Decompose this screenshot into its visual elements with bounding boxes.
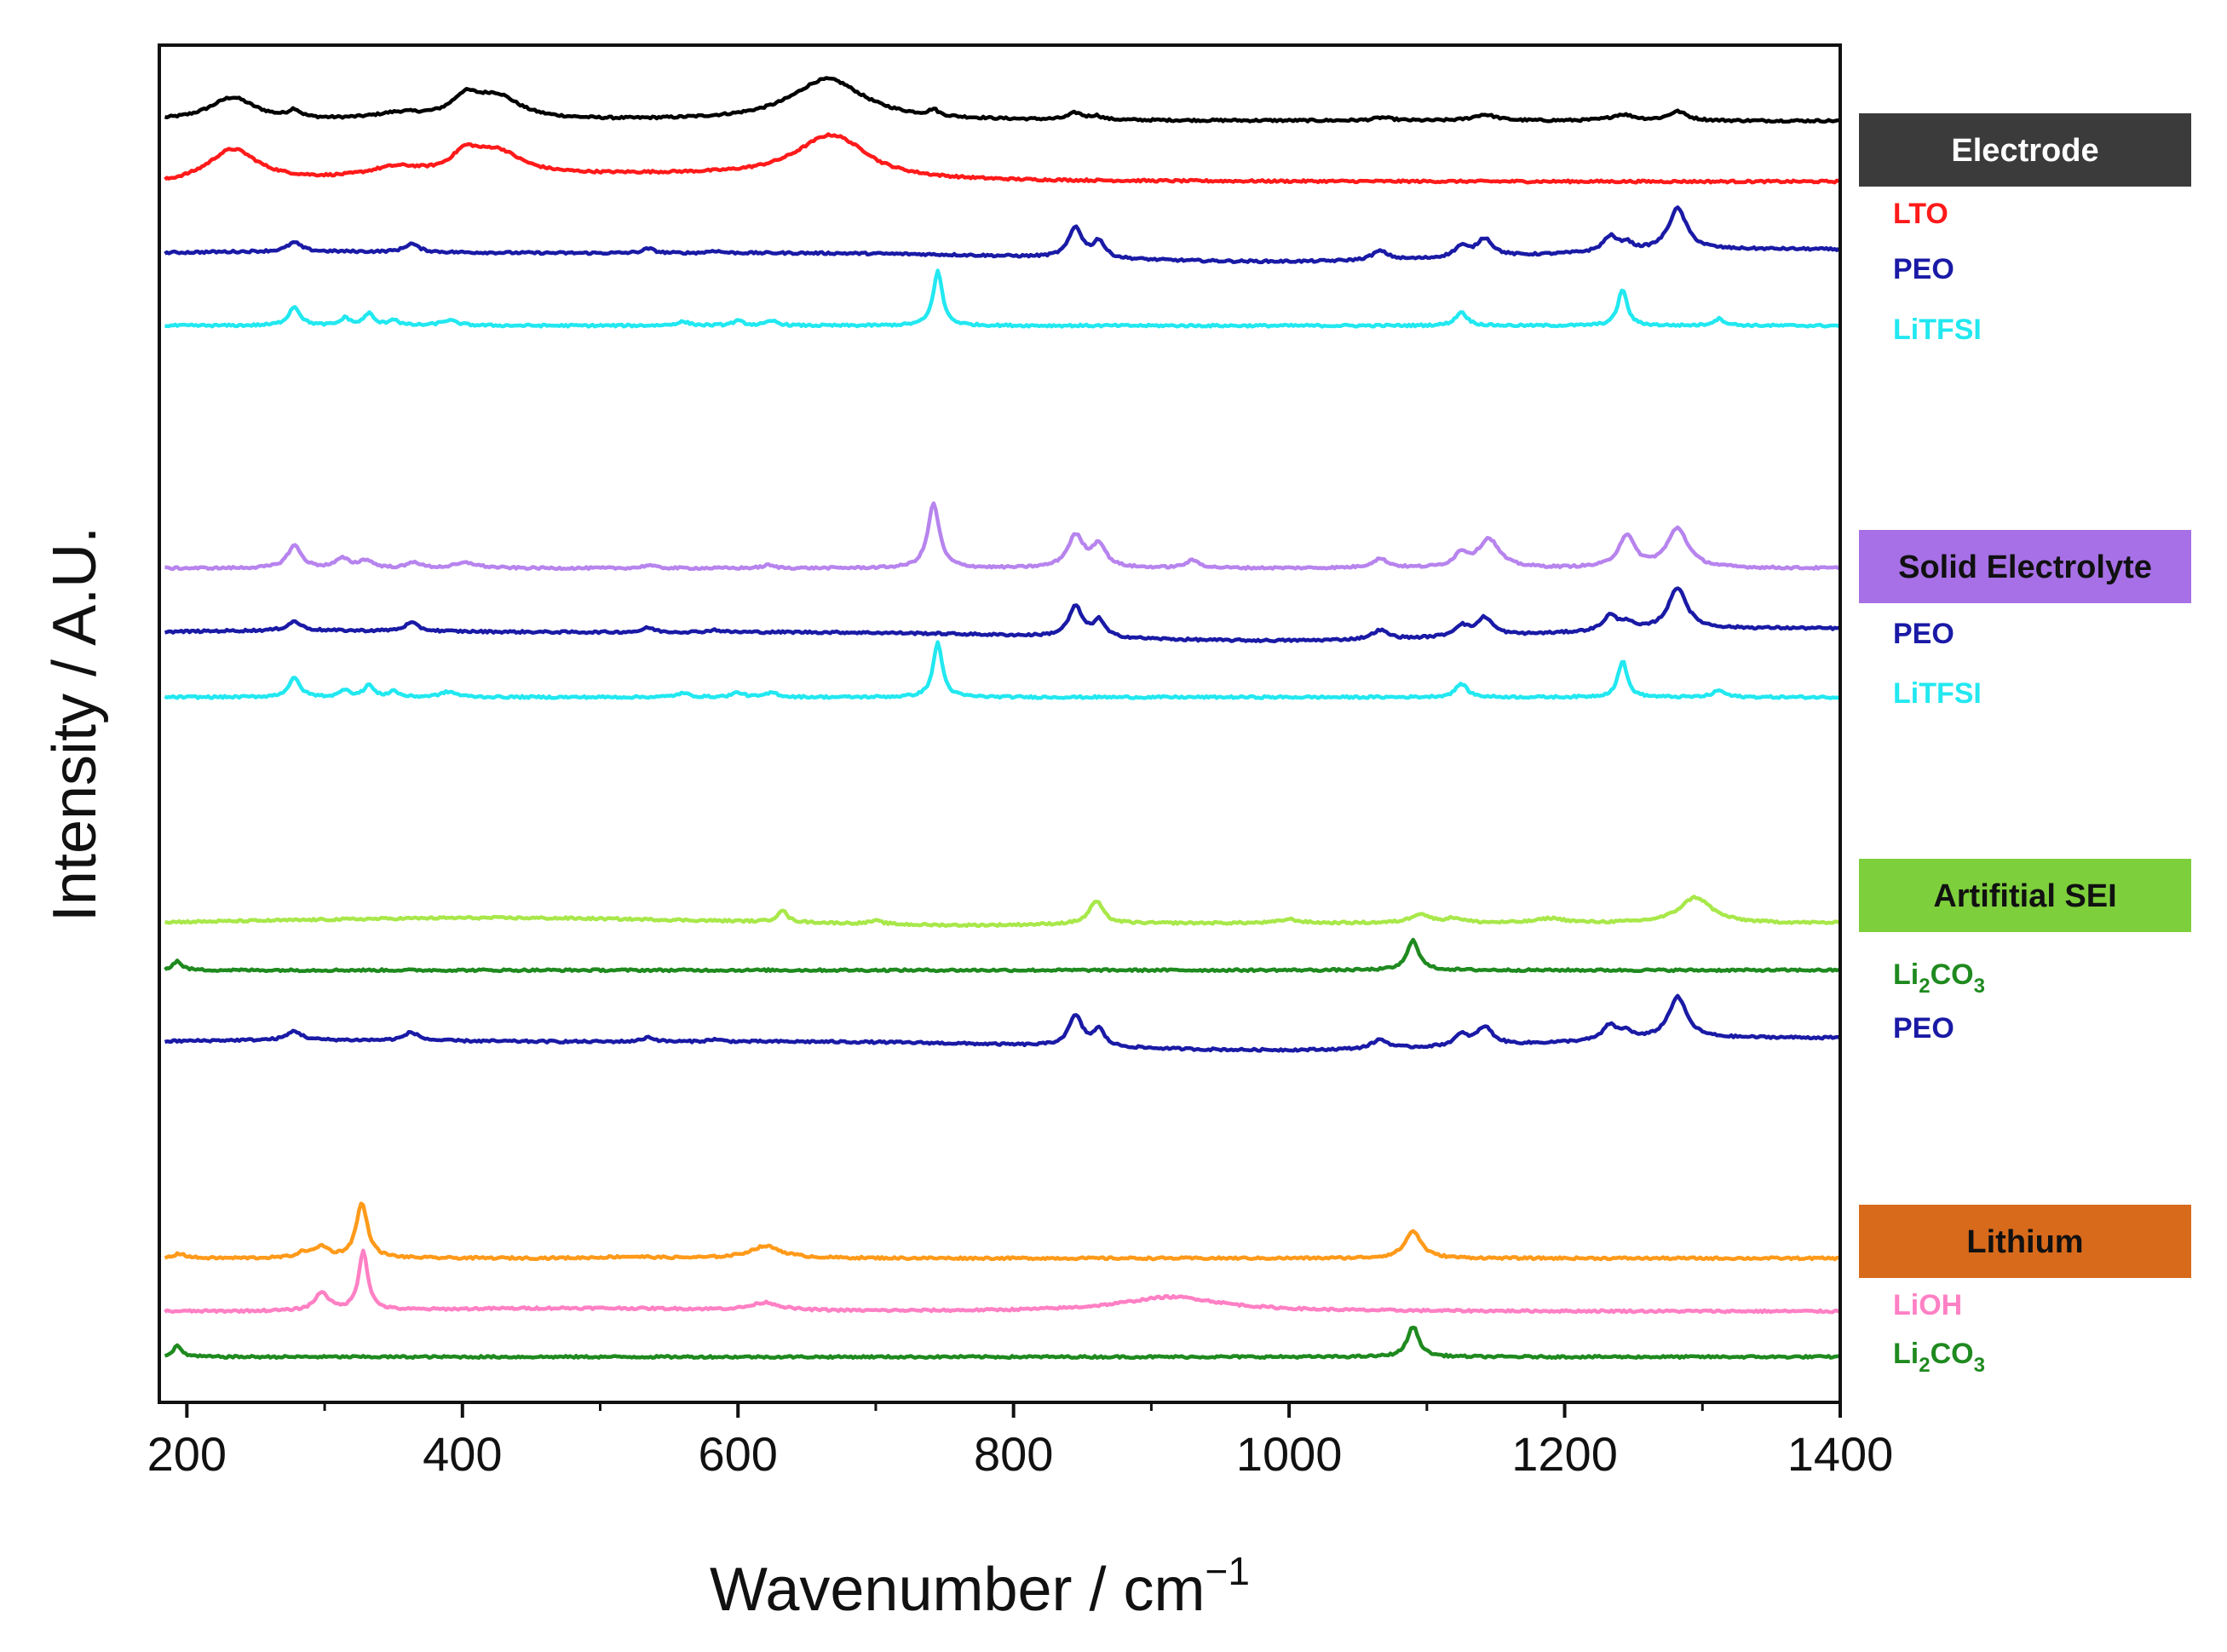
spectrum-line-1-0	[164, 501, 1840, 572]
legend-group-box	[1859, 530, 2191, 603]
legend-entry-label: LiTFSI	[1893, 677, 1982, 710]
legend-group-label: Solid Electrolyte	[1898, 550, 2152, 585]
spectrum-line-1-1	[164, 586, 1839, 644]
legend-group-label: Electrode	[1951, 133, 2098, 169]
legend-entry-label: Li2CO3	[1893, 1338, 1985, 1377]
plot-frame	[158, 43, 1842, 1404]
y-axis-title: Intensity / A.U.	[41, 527, 109, 922]
legend-entry-label: PEO	[1893, 618, 1954, 650]
legend-entry-label: Li2CO3	[1893, 958, 1985, 998]
spectrum-line-2-2	[164, 993, 1839, 1053]
spectrum-line-2-0	[164, 895, 1840, 929]
spectrum-line-1-2	[164, 640, 1840, 700]
x-axis-title: Wavenumber / cm−1	[710, 1549, 1250, 1624]
spectra-layer	[164, 76, 1840, 1361]
legend-group-label: Artifitial SEI	[1933, 878, 2116, 914]
legend-group-box	[1859, 859, 2191, 932]
legend-group-label: Lithium	[1966, 1224, 2083, 1260]
legend-entry-label: PEO	[1893, 253, 1954, 285]
x-tick-label: 200	[147, 1427, 227, 1481]
x-tick-label: 1000	[1236, 1427, 1343, 1481]
spectrum-line-0-2	[164, 205, 1840, 265]
spectrum-line-3-2	[164, 1325, 1839, 1361]
x-tick-label: 1200	[1511, 1427, 1618, 1481]
legend-entry-label: LiTFSI	[1893, 314, 1982, 346]
spectrum-line-0-3	[164, 268, 1840, 329]
spectrum-line-3-0	[164, 1201, 1839, 1262]
x-tick-label: 400	[423, 1427, 502, 1481]
legend-group-box	[1859, 113, 2191, 187]
legend-entry-label: PEO	[1893, 1012, 1954, 1045]
spectrum-line-0-1	[164, 132, 1839, 185]
spectrum-line-0-0	[164, 76, 1839, 124]
x-ticks: 200 400 600 800 1000 1200 1400	[147, 1402, 1894, 1481]
x-tick-label: 600	[699, 1427, 778, 1481]
spectrum-line-2-1	[164, 937, 1840, 974]
spectrum-line-3-1	[164, 1248, 1840, 1315]
x-tick-label: 1400	[1787, 1427, 1894, 1481]
legend-entry-label: LTO	[1893, 198, 1948, 230]
legend-group-box	[1859, 1205, 2191, 1278]
legend-entry-label: LiOH	[1893, 1289, 1962, 1321]
x-tick-label: 800	[974, 1427, 1053, 1481]
